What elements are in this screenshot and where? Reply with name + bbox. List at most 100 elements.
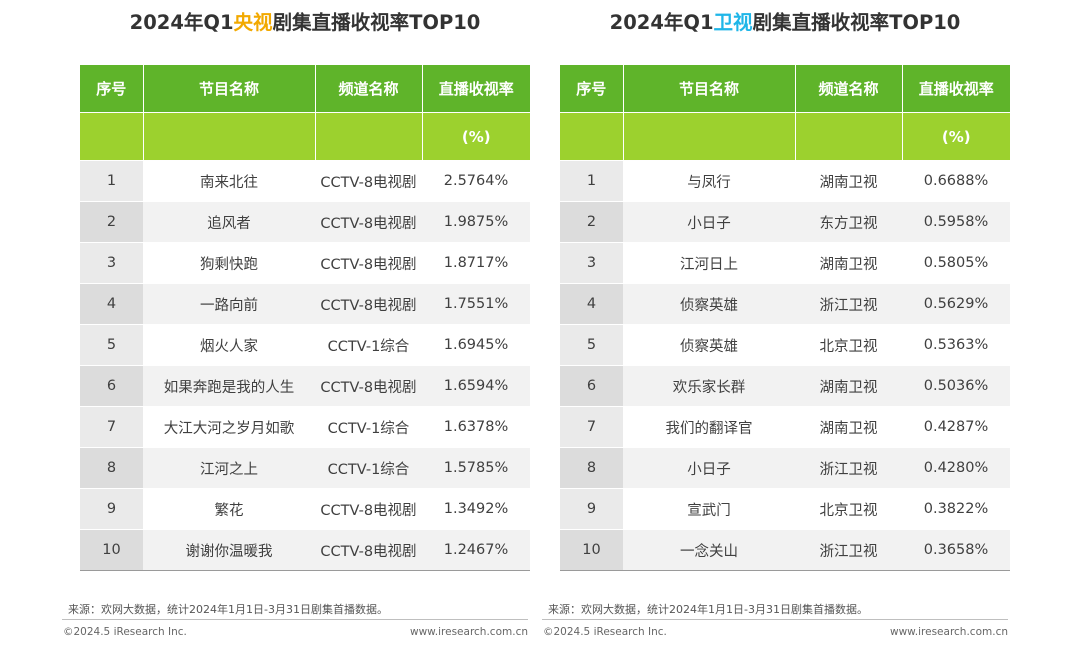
program-name-cell: 追风者 (143, 201, 315, 243)
rank-number-cell: 3 (560, 242, 623, 284)
rank-number-cell: 9 (560, 488, 623, 530)
channel-name-cell: 湖南卫视 (795, 160, 902, 202)
rating-cell: 0.3658% (902, 529, 1010, 571)
program-name-cell: 一路向前 (143, 283, 315, 325)
unit-cell-empty (622, 112, 795, 161)
table-row: 4 一路向前 CCTV-8电视剧 1.7551% (80, 283, 530, 325)
program-name-cell: 南来北往 (143, 160, 315, 202)
rank-number-cell: 6 (80, 365, 143, 407)
channel-name-cell: CCTV-8电视剧 (315, 242, 422, 284)
header-channel: 频道名称 (314, 65, 422, 113)
title-prefix: 2024年Q1 (609, 11, 714, 34)
copyright-text: ©2024.5 iResearch Inc. (543, 626, 667, 638)
source-note: 来源：欢网大数据，统计2024年1月1日-3月31日剧集首播数据。 (548, 603, 868, 616)
rating-cell: 1.7551% (422, 283, 530, 325)
table-row: 10 谢谢你温暖我 CCTV-8电视剧 1.2467% (80, 529, 530, 571)
table-row: 3 江河日上 湖南卫视 0.5805% (560, 242, 1010, 284)
rank-number-cell: 5 (80, 324, 143, 366)
channel-name-cell: 湖南卫视 (795, 242, 902, 284)
rank-number-cell: 8 (80, 447, 143, 489)
channel-name-cell: 浙江卫视 (795, 283, 902, 325)
program-name-cell: 侦察英雄 (623, 283, 795, 325)
header-no: 序号 (80, 65, 143, 113)
copyright-text: ©2024.5 iResearch Inc. (63, 626, 187, 638)
rating-cell: 0.4287% (902, 406, 1010, 448)
rank-number-cell: 3 (80, 242, 143, 284)
program-name-cell: 与凤行 (623, 160, 795, 202)
table-row: 7 大江大河之岁月如歌 CCTV-1综合 1.6378% (80, 406, 530, 448)
table-row: 3 狗剩快跑 CCTV-8电视剧 1.8717% (80, 242, 530, 284)
rank-number-cell: 10 (560, 529, 623, 571)
rank-number-cell: 2 (560, 201, 623, 243)
program-name-cell: 小日子 (623, 201, 795, 243)
header-unit: (%) (901, 112, 1010, 161)
header-rating: 直播收视率 (421, 65, 530, 113)
rating-cell: 0.4280% (902, 447, 1010, 489)
header-no: 序号 (560, 65, 623, 113)
rating-cell: 1.2467% (422, 529, 530, 571)
table-row: 6 如果奔跑是我的人生 CCTV-8电视剧 1.6594% (80, 365, 530, 407)
table-row: 4 侦察英雄 浙江卫视 0.5629% (560, 283, 1010, 325)
cctv-ranking-title: 2024年Q1央视剧集直播收视率TOP10 (70, 6, 540, 35)
table-row: 7 我们的翻译官 湖南卫视 0.4287% (560, 406, 1010, 448)
title-prefix: 2024年Q1 (129, 11, 234, 34)
table-row: 5 烟火人家 CCTV-1综合 1.6945% (80, 324, 530, 366)
rank-number-cell: 7 (560, 406, 623, 448)
channel-name-cell: 东方卫视 (795, 201, 902, 243)
unit-cell-empty (794, 112, 902, 161)
footer-divider (62, 619, 528, 620)
unit-cell-empty (80, 112, 143, 161)
channel-name-cell: 湖南卫视 (795, 365, 902, 407)
channel-name-cell: CCTV-8电视剧 (315, 488, 422, 530)
program-name-cell: 宣武门 (623, 488, 795, 530)
rating-cell: 1.6378% (422, 406, 530, 448)
header-unit: (%) (421, 112, 530, 161)
header-rating: 直播收视率 (901, 65, 1010, 113)
channel-name-cell: CCTV-8电视剧 (315, 283, 422, 325)
rank-number-cell: 10 (80, 529, 143, 571)
header-name: 节目名称 (622, 65, 795, 113)
table-row: 10 一念关山 浙江卫视 0.3658% (560, 529, 1010, 571)
table-row: 9 繁花 CCTV-8电视剧 1.3492% (80, 488, 530, 530)
rank-number-cell: 4 (80, 283, 143, 325)
unit-cell-empty (142, 112, 315, 161)
program-name-cell: 狗剩快跑 (143, 242, 315, 284)
cctv-ranking-body: 1 南来北往 CCTV-8电视剧 2.5764% 2 追风者 CCTV-8电视剧 1.9875… (80, 160, 530, 571)
table-row: 6 欢乐家长群 湖南卫视 0.5036% (560, 365, 1010, 407)
channel-name-cell: CCTV-1综合 (315, 324, 422, 366)
rank-number-cell: 9 (80, 488, 143, 530)
rank-number-cell: 7 (80, 406, 143, 448)
rank-number-cell: 1 (560, 160, 623, 202)
rating-cell: 1.8717% (422, 242, 530, 284)
rating-cell: 0.5805% (902, 242, 1010, 284)
rating-cell: 0.6688% (902, 160, 1010, 202)
title-highlight: 卫视 (713, 11, 753, 34)
program-name-cell: 侦察英雄 (623, 324, 795, 366)
rating-cell: 0.5629% (902, 283, 1010, 325)
channel-name-cell: CCTV-1综合 (315, 447, 422, 489)
table-row: 2 追风者 CCTV-8电视剧 1.9875% (80, 201, 530, 243)
source-note: 来源：欢网大数据，统计2024年1月1日-3月31日剧集首播数据。 (68, 603, 388, 616)
header-channel: 频道名称 (794, 65, 902, 113)
channel-name-cell: 北京卫视 (795, 488, 902, 530)
channel-name-cell: CCTV-8电视剧 (315, 201, 422, 243)
rating-cell: 1.3492% (422, 488, 530, 530)
rating-cell: 0.5036% (902, 365, 1010, 407)
site-link[interactable]: www.iresearch.com.cn (889, 626, 1008, 638)
rank-number-cell: 5 (560, 324, 623, 366)
site-link[interactable]: www.iresearch.com.cn (409, 626, 528, 638)
program-name-cell: 欢乐家长群 (623, 365, 795, 407)
table-unit-row: (%) (560, 112, 1010, 161)
table-row: 2 小日子 东方卫视 0.5958% (560, 201, 1010, 243)
channel-name-cell: 浙江卫视 (795, 447, 902, 489)
cctv-ranking-table: 序号 节目名称 频道名称 直播收视率 (%) 1 南来北往 CCTV-8电视剧 2.5… (80, 65, 530, 571)
rating-cell: 1.5785% (422, 447, 530, 489)
rank-number-cell: 1 (80, 160, 143, 202)
table-header-row: 序号 节目名称 频道名称 直播收视率 (560, 65, 1010, 113)
title-suffix: 剧集直播收视率TOP10 (752, 11, 961, 34)
program-name-cell: 大江大河之岁月如歌 (143, 406, 315, 448)
program-name-cell: 江河之上 (143, 447, 315, 489)
channel-name-cell: 浙江卫视 (795, 529, 902, 571)
title-suffix: 剧集直播收视率TOP10 (272, 11, 481, 34)
program-name-cell: 我们的翻译官 (623, 406, 795, 448)
